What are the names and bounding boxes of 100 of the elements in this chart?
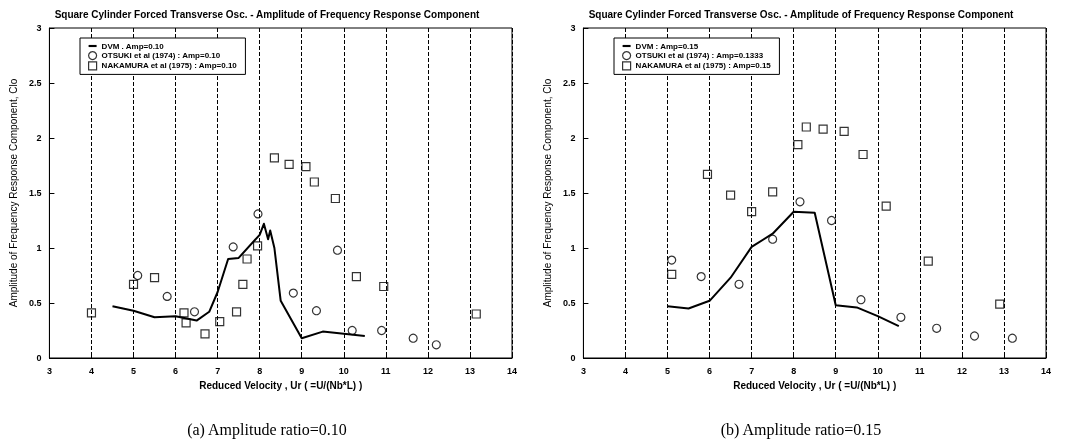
x-tick-label: 14 (1040, 365, 1052, 376)
point (252, 241, 263, 251)
point (200, 329, 210, 339)
point (128, 279, 139, 289)
x-axis-title: Reduced Velocity , Ur ( =U/(Nb*L) ) (199, 379, 363, 391)
x-tick-label: 11 (915, 365, 925, 376)
point (377, 325, 387, 336)
point (696, 272, 706, 282)
point (284, 159, 294, 169)
point (795, 197, 805, 207)
point (311, 306, 322, 316)
point (149, 273, 160, 283)
point (330, 193, 340, 204)
point (301, 162, 311, 172)
point (228, 242, 238, 252)
point (826, 215, 837, 226)
x-tick-label: 7 (749, 365, 755, 376)
point (269, 153, 279, 163)
y-tick-label: 1 (570, 243, 576, 253)
y-tick-label: 1.5 (28, 188, 42, 198)
text: (a) Amplitude ratio=0.10 (187, 420, 347, 439)
point (288, 288, 298, 298)
point (839, 126, 849, 136)
point (768, 187, 778, 197)
point (702, 169, 713, 179)
chart-title: Square Cylinder Forced Transverse Osc. - Amplitude of Frequency Response Component (588, 8, 1015, 20)
point (431, 340, 441, 350)
point (189, 307, 200, 317)
x-tick-label: 4 (88, 365, 94, 376)
y-tick-label: 0.5 (562, 298, 576, 308)
point (969, 331, 980, 341)
x-tick-label: 8 (257, 365, 263, 376)
point (347, 325, 357, 336)
point (162, 291, 172, 301)
legend-label: OTSUKI et al (1974) : Amp=0.1333 (635, 51, 764, 61)
x-tick-label: 13 (998, 365, 1009, 376)
y-tick-label: 3 (570, 23, 576, 33)
x-tick-label: 6 (173, 365, 179, 376)
point (215, 317, 225, 327)
point (995, 299, 1005, 309)
point (923, 256, 933, 266)
point (351, 272, 361, 282)
point (379, 281, 389, 292)
y-axis-title: Amplitude of Frequency Response Component, Clo (541, 78, 553, 308)
point (667, 255, 677, 265)
legend-label: DVM : Amp=0.15 (635, 41, 699, 51)
point (801, 122, 811, 132)
y-axis-title: Amplitude of Frequency Response Component, Clo (7, 78, 19, 308)
point (309, 177, 319, 187)
legend-label: NAKAMURA et al (1975) : Amp=0.15 (635, 61, 772, 71)
point (768, 234, 778, 244)
x-tick-label: 10 (872, 365, 883, 376)
x-tick-label: 7 (215, 365, 221, 376)
y-tick-label: 1.5 (562, 188, 576, 198)
text: (b) Amplitude ratio=0.15 (720, 420, 882, 439)
chart-title: Square Cylinder Forced Transverse Osc. - Amplitude of Frequency Response Component (54, 8, 481, 20)
point (238, 279, 248, 289)
legend-label: DVM . Amp=0.10 (101, 41, 165, 51)
x-tick-label: 10 (338, 365, 349, 376)
point (932, 323, 942, 333)
x-tick-label: 5 (665, 365, 671, 376)
y-tick-label: 2.5 (562, 78, 576, 88)
y-tick-label: 3 (36, 23, 42, 33)
y-tick-label: 1 (36, 243, 42, 253)
y-tick-label: 2.5 (28, 78, 42, 88)
point (86, 308, 97, 318)
point (667, 269, 677, 279)
x-tick-label: 8 (791, 365, 797, 376)
x-tick-label: 13 (464, 365, 475, 376)
point (881, 201, 891, 211)
point (471, 309, 481, 319)
point (133, 270, 143, 281)
y-tick-label: 0 (36, 353, 42, 363)
point (179, 308, 189, 318)
point (242, 254, 252, 264)
x-tick-label: 5 (131, 365, 137, 376)
x-tick-label: 9 (833, 365, 839, 376)
x-tick-label: 4 (622, 365, 628, 376)
point (858, 149, 868, 160)
point (231, 307, 242, 317)
x-tick-label: 3 (580, 365, 586, 376)
x-tick-label: 3 (46, 365, 52, 376)
point (1007, 333, 1017, 343)
y-tick-label: 0 (570, 353, 576, 363)
x-tick-label: 12 (422, 365, 433, 376)
x-tick-label: 12 (956, 365, 967, 376)
point (726, 190, 736, 200)
point (734, 279, 744, 289)
point (793, 140, 803, 150)
point (818, 124, 828, 134)
x-tick-label: 9 (299, 365, 305, 376)
point (181, 318, 191, 328)
x-tick-label: 14 (506, 365, 518, 376)
point (332, 245, 343, 255)
legend-label: NAKAMURA et al (1975) : Amp=0.10 (101, 61, 238, 71)
point (253, 209, 263, 219)
y-tick-label: 0.5 (28, 298, 42, 308)
x-tick-label: 6 (707, 365, 713, 376)
point (896, 312, 906, 322)
x-tick-label: 11 (381, 365, 391, 376)
